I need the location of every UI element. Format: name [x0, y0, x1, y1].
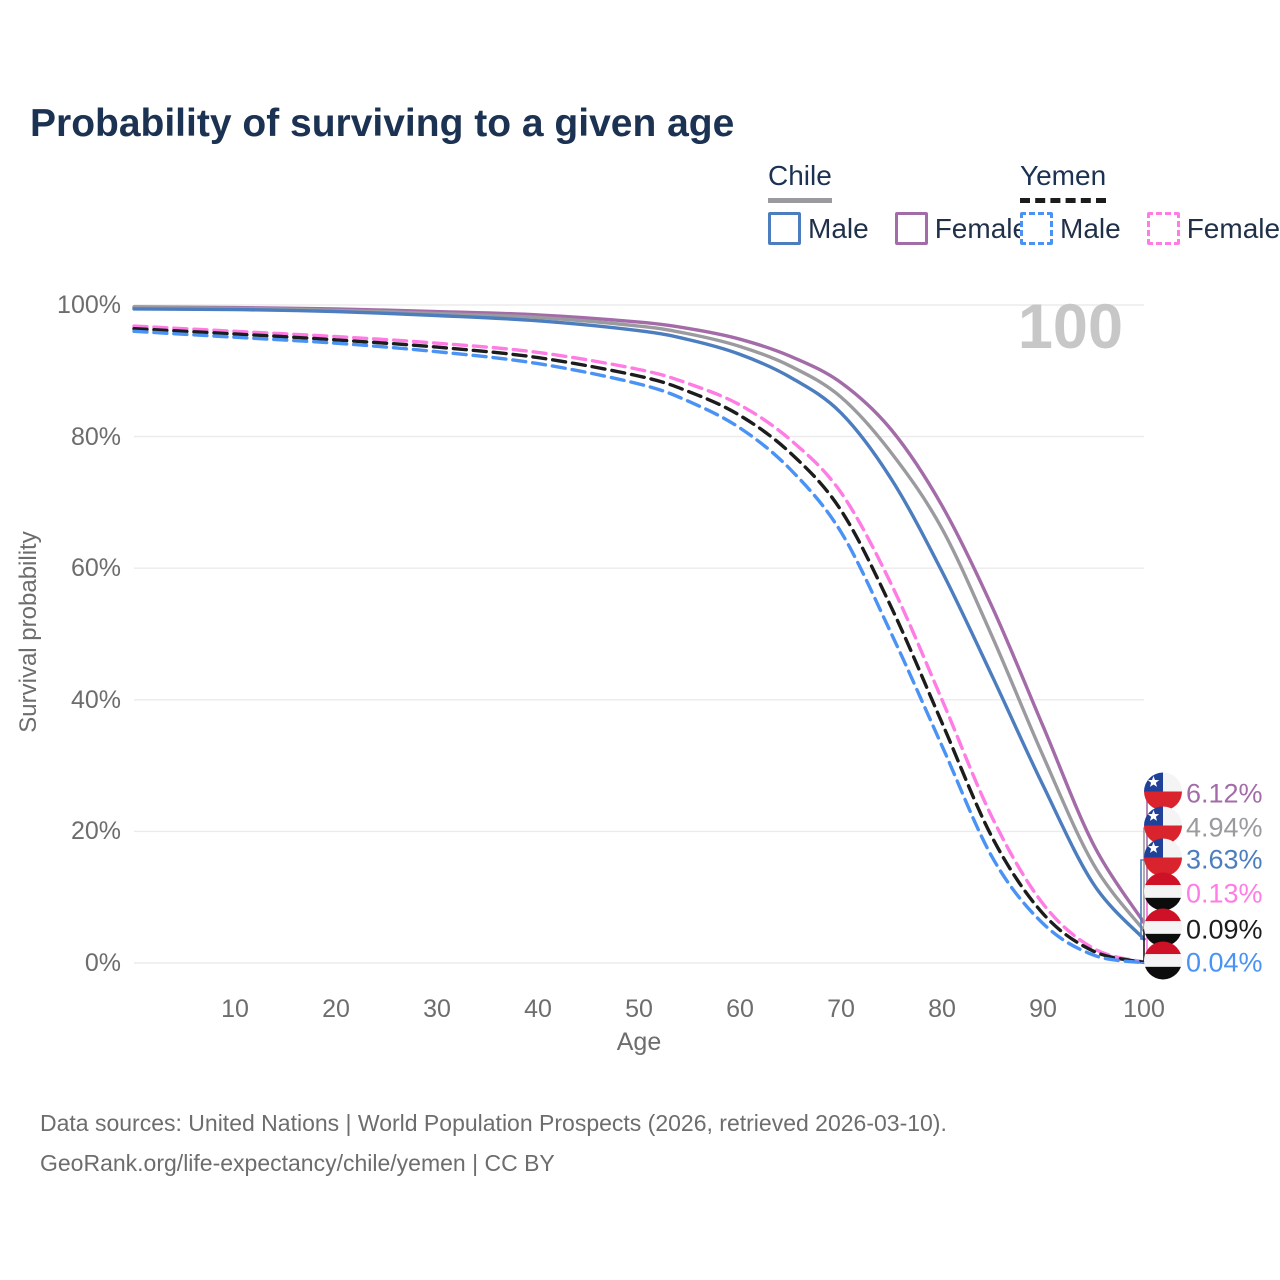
series-lines	[132, 305, 1146, 965]
end-value-yemen-male: 0.04%	[1186, 947, 1263, 978]
y-tick-100: 100%	[57, 291, 121, 319]
legend-label: Female	[934, 212, 1029, 244]
legend-toggle-chile-male[interactable]: Male	[768, 212, 869, 245]
legend-toggle-chile-female[interactable]: Female	[894, 212, 1029, 245]
page-title: Probability of surviving to a given age	[30, 102, 735, 146]
end-value-chile-male: 3.63%	[1186, 844, 1263, 875]
legend-group-yemen: Yemen Male Female	[1020, 160, 1280, 245]
y-tick-20: 20%	[70, 817, 121, 846]
end-value-chile: 4.94%	[1186, 812, 1263, 843]
y-axis-title: Survival probability	[15, 531, 42, 733]
legend-label: Male	[1060, 212, 1121, 244]
x-tick-50: 50	[625, 995, 653, 1023]
legend-items-row: Male Female	[768, 212, 1054, 245]
legend-items-row: Male Female	[1020, 212, 1280, 245]
legend-checkbox[interactable]	[768, 212, 801, 245]
legend-label: Male	[808, 212, 869, 244]
chile-flag-icon	[1144, 838, 1182, 882]
x-tick-10: 10	[221, 995, 249, 1023]
x-tick-100: 100	[1123, 995, 1165, 1023]
x-tick-40: 40	[524, 995, 552, 1023]
legend-toggle-yemen-female[interactable]: Female	[1146, 212, 1280, 245]
chile-flag-icon	[1144, 772, 1182, 816]
attribution-note: GeoRank.org/life-expectancy/chile/yemen …	[40, 1150, 555, 1176]
yemen-flag-icon	[1144, 908, 1182, 952]
legend-country-chile: Chile	[768, 160, 832, 203]
end-value-yemen: 0.09%	[1186, 914, 1263, 945]
x-axis-title: Age	[616, 1028, 662, 1056]
x-tick-60: 60	[726, 995, 754, 1023]
yemen-flag-icon	[1144, 872, 1182, 916]
legend-label: Female	[1186, 212, 1280, 244]
yemen-flag-icon	[1144, 941, 1182, 985]
data-sources-note: Data sources: United Nations | World Pop…	[40, 1110, 947, 1136]
end-value-chile-female: 6.12%	[1186, 778, 1263, 809]
legend-checkbox[interactable]	[1146, 212, 1180, 245]
legend-checkbox[interactable]	[894, 212, 928, 245]
x-tick-80: 80	[928, 995, 956, 1023]
legend-toggle-yemen-male[interactable]: Male	[1020, 212, 1121, 245]
x-tick-30: 30	[423, 995, 451, 1023]
legend-checkbox[interactable]	[1020, 212, 1053, 245]
y-tick-0: 0%	[84, 949, 121, 977]
legend-country-yemen: Yemen	[1020, 160, 1107, 203]
x-tick-20: 20	[322, 995, 350, 1023]
x-tick-70: 70	[827, 995, 855, 1023]
y-tick-40: 40%	[70, 685, 121, 714]
x-tick-90: 90	[1029, 995, 1057, 1023]
end-value-yemen-female: 0.13%	[1186, 878, 1263, 909]
legend-group-chile: Chile Male Female	[768, 160, 1054, 245]
chile-flag-icon	[1144, 806, 1182, 850]
y-tick-80: 80%	[70, 422, 121, 451]
y-tick-60: 60%	[70, 554, 121, 583]
hover-age-watermark: 100	[1017, 292, 1123, 362]
